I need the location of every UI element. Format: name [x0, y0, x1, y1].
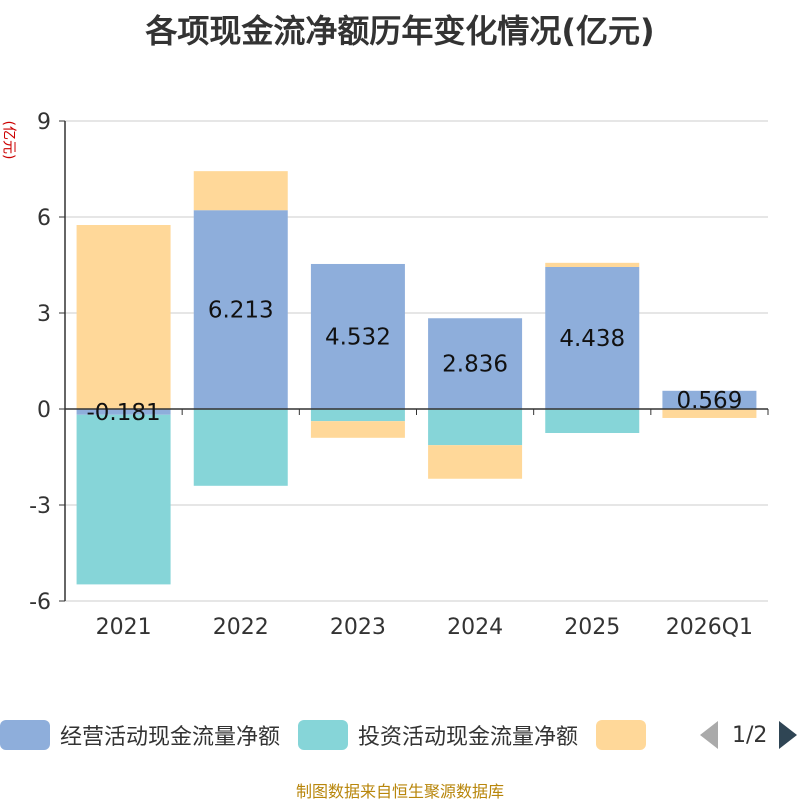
legend-label-investing: 投资活动现金流量净额 [358, 725, 579, 750]
legend: 经营活动现金流量净额 投资活动现金流量净额 [0, 718, 674, 752]
bar-investing [428, 409, 523, 446]
y-tick-label: -3 [29, 494, 51, 519]
bar-operating [193, 210, 288, 409]
data-label: 6.213 [208, 298, 274, 324]
x-tick-label: 2024 [447, 615, 503, 640]
x-tick-label: 2026Q1 [666, 615, 753, 640]
bar-financing [545, 262, 640, 267]
y-tick-label: -6 [29, 590, 51, 615]
y-tick-label: 3 [37, 302, 51, 327]
y-axis-unit-label: (亿元) [0, 120, 17, 160]
bar-financing [310, 421, 405, 438]
bar-financing [428, 445, 523, 479]
bar-financing [662, 409, 757, 418]
x-tick-label: 2025 [564, 615, 620, 640]
legend-label-operating: 经营活动现金流量净额 [60, 725, 281, 750]
x-tick-label: 2023 [330, 615, 386, 640]
data-label: 2.836 [442, 352, 508, 378]
x-tick-label: 2022 [213, 615, 269, 640]
bar-operating [310, 263, 405, 409]
data-label: -0.181 [87, 400, 161, 426]
data-label: 4.532 [325, 324, 391, 350]
chart-title: 各项现金流净额历年变化情况(亿元) [145, 12, 655, 50]
bar-investing [193, 409, 288, 486]
legend-swatch-investing [298, 720, 349, 750]
bar-operating [662, 390, 757, 409]
legend-item-financing[interactable] [596, 720, 656, 750]
bar-financing [193, 171, 288, 211]
pager-prev-icon[interactable] [700, 721, 718, 749]
source-note: 制图数据来自恒生聚源数据库 [295, 782, 504, 801]
y-tick-label: 0 [37, 398, 51, 423]
bar-investing [545, 409, 640, 433]
bar-operating [76, 409, 171, 415]
data-label: 0.569 [676, 388, 742, 414]
y-tick-label: 6 [37, 206, 51, 231]
bar-investing [76, 414, 171, 585]
x-tick-label: 2021 [96, 615, 152, 640]
bar-operating [545, 266, 640, 409]
bar-investing [310, 409, 405, 422]
pager-page-label: 1/2 [732, 722, 768, 748]
y-tick-label: 9 [37, 110, 51, 135]
bar-operating [428, 318, 523, 409]
legend-pager: 1/2 [700, 718, 798, 752]
legend-swatch-operating [0, 720, 50, 750]
bar-financing [76, 225, 171, 409]
pager-next-icon[interactable] [779, 721, 798, 749]
legend-item-investing[interactable]: 投资活动现金流量净额 [298, 719, 578, 751]
data-label: 4.438 [559, 326, 625, 352]
legend-item-operating[interactable]: 经营活动现金流量净额 [0, 719, 280, 751]
legend-swatch-financing [596, 720, 647, 750]
